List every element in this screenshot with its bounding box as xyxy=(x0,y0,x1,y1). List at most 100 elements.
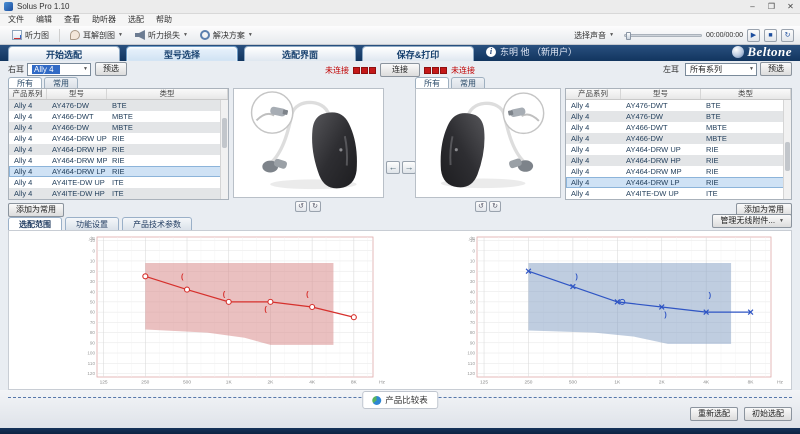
table-row-ay476-dwt[interactable]: Ally 4 AY476-DWT BTE xyxy=(566,100,791,111)
model-cell: AY464-DRW UP xyxy=(52,134,107,143)
connect-button[interactable]: 连接 xyxy=(380,63,420,77)
table-row-ay464-drw-lp[interactable]: Ally 4 AY464-DRW LP RIE xyxy=(9,166,228,177)
svg-text:70: 70 xyxy=(90,320,96,325)
menu-bar: 文件 编辑 查看 助听器 选配 帮助 xyxy=(0,14,800,26)
svg-text:Hz: Hz xyxy=(379,380,385,386)
table-row-ay464-drw-up[interactable]: Ally 4 AY464-DRW UP RIE xyxy=(566,144,791,155)
tab-all-models-left[interactable]: 所有 xyxy=(415,77,449,89)
series-cell: Ally 4 xyxy=(571,189,590,198)
loop-button[interactable]: ↻ xyxy=(781,28,794,42)
fitting-range-panel: -10 0 10 20 30 40 50 60 70 80 90 100 110 120 dB 125 250 5… xyxy=(8,230,792,390)
svg-text:4K: 4K xyxy=(309,380,316,386)
svg-text:30: 30 xyxy=(90,279,96,284)
series-cell: Ally 4 xyxy=(14,167,33,176)
ear-anatomy-button[interactable]: 耳解剖图 ▼ xyxy=(64,28,129,43)
stop-button[interactable]: ■ xyxy=(764,28,777,42)
svg-text:8K: 8K xyxy=(748,380,755,386)
menu-hearing-aid[interactable]: 助听器 xyxy=(92,15,116,24)
rotate-right-icon[interactable]: ↻ xyxy=(489,201,501,212)
type-cell: MBTE xyxy=(706,134,727,143)
series-cell: Ally 4 xyxy=(571,156,590,165)
table-row-ay466-dw[interactable]: Ally 4 AY466-DW MBTE xyxy=(566,133,791,144)
sound-progress-slider[interactable] xyxy=(624,31,703,40)
series-cell: Ally 4 xyxy=(14,134,33,143)
menu-file[interactable]: 文件 xyxy=(8,15,24,24)
minimize-button[interactable]: – xyxy=(750,1,755,11)
connection-status: 未连接 连接 未连接 xyxy=(325,63,475,77)
tab-product-specs[interactable]: 产品技术参数 xyxy=(122,217,192,230)
tab-model-selection[interactable]: 型号选择 xyxy=(126,46,238,61)
initial-fit-button[interactable]: 初始选配 xyxy=(744,407,792,421)
menu-view[interactable]: 查看 xyxy=(64,15,80,24)
table-row-ay466-dwt[interactable]: Ally 4 AY466-DWT MBTE xyxy=(566,122,791,133)
info-icon[interactable]: i xyxy=(486,46,496,57)
tab-save-print[interactable]: 保存&打印 xyxy=(362,46,474,61)
time-display: 00:00/00:00 xyxy=(706,31,743,39)
scrollbar[interactable] xyxy=(220,100,228,199)
solutions-button[interactable]: 解决方案 ▼ xyxy=(194,28,259,43)
table-row-ay466-dwt[interactable]: Ally 4 AY466-DWT MBTE xyxy=(9,111,228,122)
left-ear-panel-tabs: 所有 常用 xyxy=(415,77,485,89)
tab-fitting-range[interactable]: 选配范围 xyxy=(8,217,62,230)
hearing-loss-button[interactable]: 听力损失 ▼ xyxy=(129,28,194,43)
series-cell: Ally 4 xyxy=(571,167,590,176)
copy-left-arrow-icon[interactable]: ← xyxy=(386,161,400,174)
scrollbar-thumb[interactable] xyxy=(785,141,790,172)
svg-text:1K: 1K xyxy=(226,380,233,386)
table-row-ay4ite-dw-up[interactable]: Ally 4 AY4ITE-DW UP ITE xyxy=(9,177,228,188)
right-status-leds xyxy=(353,66,376,74)
menu-help[interactable]: 帮助 xyxy=(156,15,172,24)
tab-feature-settings[interactable]: 功能设置 xyxy=(65,217,119,230)
table-row-ay464-drw-mp[interactable]: Ally 4 AY464-DRW MP RIE xyxy=(566,166,791,177)
menu-fitting[interactable]: 选配 xyxy=(128,15,144,24)
slider-thumb[interactable] xyxy=(626,31,632,40)
maximize-button[interactable]: ❐ xyxy=(767,1,776,11)
series-cell: Ally 4 xyxy=(571,134,590,143)
select-sound-dropdown[interactable]: 选择声音 ▼ xyxy=(574,30,615,40)
table-row-ay476-dw[interactable]: Ally 4 AY476-DW BTE xyxy=(566,111,791,122)
menu-edit[interactable]: 编辑 xyxy=(36,15,52,24)
table-row-ay476-dw[interactable]: Ally 4 AY476-DW BTE xyxy=(9,100,228,111)
left-ear-hearing-aid-image xyxy=(415,88,561,198)
audiogram-button[interactable]: 听力图 xyxy=(6,28,55,43)
close-button[interactable]: ✕ xyxy=(787,1,794,11)
play-button[interactable]: ▶ xyxy=(747,28,760,42)
table-row-ay4ite-dw-up[interactable]: Ally 4 AY4ITE-DW UP ITE xyxy=(566,188,791,199)
table-row-ay464-drw-lp[interactable]: Ally 4 AY464-DRW LP RIE xyxy=(566,177,791,188)
svg-text:2K: 2K xyxy=(267,380,274,386)
model-cell: AY464-DRW LP xyxy=(52,167,106,176)
product-compare-button[interactable]: 产品比较表 xyxy=(362,391,438,409)
manage-wireless-accessories-button[interactable]: 管理无线附件... ▼ xyxy=(712,214,792,228)
rotate-left-icon[interactable]: ↺ xyxy=(295,201,307,212)
tab-favorite-models-left[interactable]: 常用 xyxy=(451,77,485,89)
tab-favorite-models-right[interactable]: 常用 xyxy=(44,77,78,89)
svg-text:250: 250 xyxy=(141,380,149,386)
scrollbar[interactable] xyxy=(783,100,791,199)
svg-text:125: 125 xyxy=(100,380,108,386)
table-row-ay464-drw-hp[interactable]: Ally 4 AY464-DRW HP RIE xyxy=(566,155,791,166)
right-ear-series-select[interactable]: Ally 4 ▼ xyxy=(27,62,91,76)
rotate-left-icon[interactable]: ↺ xyxy=(475,201,487,212)
beltone-logo-text: Beltone xyxy=(747,44,792,59)
scrollbar-thumb[interactable] xyxy=(222,117,227,148)
svg-text:): ) xyxy=(664,310,667,319)
copy-right-arrow-icon[interactable]: → xyxy=(402,161,416,174)
model-cell: AY466-DW xyxy=(626,134,663,143)
left-preselect-button[interactable]: 预选 xyxy=(760,62,792,76)
svg-text:20: 20 xyxy=(470,269,476,274)
table-row-ay464-drw-hp[interactable]: Ally 4 AY464-DRW HP RIE xyxy=(9,144,228,155)
right-preselect-button[interactable]: 预选 xyxy=(95,62,127,76)
tab-all-models-right[interactable]: 所有 xyxy=(8,77,42,89)
hearing-aid-photo-right xyxy=(250,91,357,190)
add-favorite-button-right-ear[interactable]: 添加为常用 xyxy=(8,203,64,217)
table-row-ay4ite-dw-hp[interactable]: Ally 4 AY4ITE-DW HP ITE xyxy=(9,188,228,199)
table-row-ay464-drw-up[interactable]: Ally 4 AY464-DRW UP RIE xyxy=(9,133,228,144)
refit-button[interactable]: 重新选配 xyxy=(690,407,738,421)
table-row-ay466-dw[interactable]: Ally 4 AY466-DW MBTE xyxy=(9,122,228,133)
left-ear-series-select[interactable]: 所有系列 ▼ xyxy=(685,62,757,76)
rotate-right-icon[interactable]: ↻ xyxy=(309,201,321,212)
tab-fitting-screen[interactable]: 选配界面 xyxy=(244,46,356,61)
svg-text:110: 110 xyxy=(468,361,476,366)
table-row-ay464-drw-mp[interactable]: Ally 4 AY464-DRW MP RIE xyxy=(9,155,228,166)
tab-start-fitting[interactable]: 开始选配 xyxy=(8,46,120,61)
